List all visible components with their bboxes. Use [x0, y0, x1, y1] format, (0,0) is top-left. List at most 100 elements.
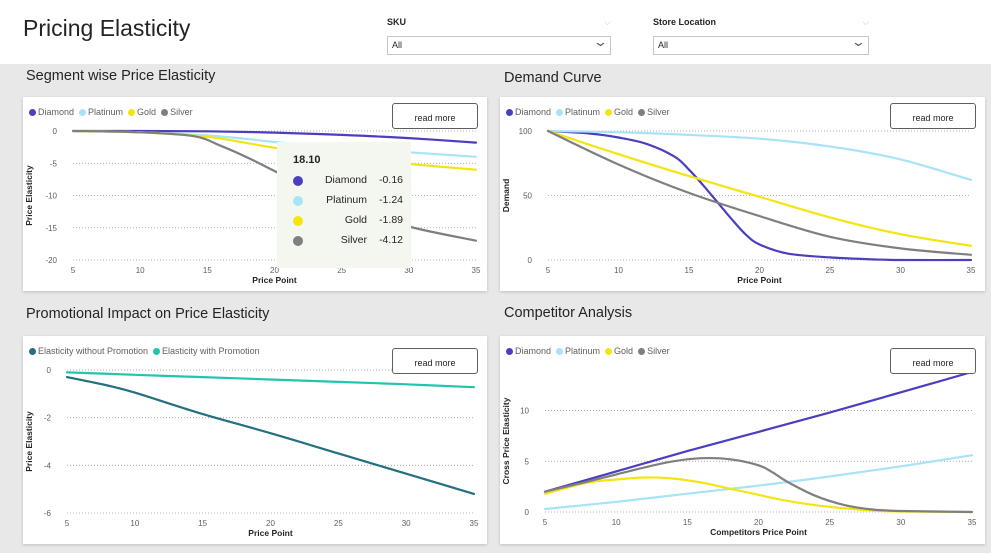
demand-chart-svg: 0 50 100 5 10 15 20 25 30 35 Price Point Demand	[501, 127, 976, 285]
read-more-button[interactable]: read more	[890, 348, 976, 374]
series-line-platinum[interactable]	[546, 129, 973, 182]
x-tick-label: 20	[266, 519, 275, 528]
x-tick-label: 30	[896, 518, 905, 527]
legend-item[interactable]: Silver	[638, 107, 670, 117]
legend-label: Elasticity without Promotion	[38, 346, 149, 356]
x-tick-label: 25	[334, 519, 343, 528]
series-line-gold[interactable]	[546, 129, 973, 247]
legend-label: Gold	[137, 107, 157, 117]
read-more-button[interactable]: read more	[392, 103, 478, 129]
chevron-down-icon[interactable]: ⌄	[592, 34, 609, 49]
promotional-impact-chart[interactable]: 0 -2 -4 -6 5 10 15 20 25 30 35 Price Point Price Ela…	[23, 336, 487, 544]
legend-item[interactable]: Diamond	[29, 107, 74, 117]
legend-label: Silver	[170, 107, 193, 117]
x-tick-label: 20	[270, 266, 279, 275]
tooltip-series-value: -1.24	[379, 194, 403, 206]
legend-label: Platinum	[88, 107, 124, 117]
x-tick-label: 15	[203, 266, 212, 275]
legend-item[interactable]: Platinum	[556, 107, 600, 117]
x-tick-label: 20	[754, 518, 763, 527]
tooltip-series-name: Gold	[344, 214, 367, 226]
x-axis-title: Price Point	[252, 275, 297, 285]
x-tick-label: 30	[404, 266, 413, 275]
series-line-diamond[interactable]	[543, 370, 974, 493]
x-tick-label: 25	[337, 266, 346, 275]
legend-label: Platinum	[565, 107, 601, 117]
sku-slicer[interactable]: SKU ⌵ All ⌄	[387, 17, 611, 55]
x-tick-label: 20	[755, 266, 764, 275]
series-line-platinum[interactable]	[71, 129, 478, 158]
legend-label: Gold	[614, 107, 634, 117]
legend-dot-icon	[29, 347, 36, 355]
segment-chart-title: Segment wise Price Elasticity	[26, 68, 216, 84]
legend-dot-icon	[556, 347, 564, 355]
legend-label: Silver	[647, 346, 670, 356]
legend-dot-icon	[128, 108, 136, 116]
legend-item[interactable]: Platinum	[556, 346, 600, 356]
series-line-gold[interactable]	[543, 476, 974, 514]
tooltip-dot-icon	[293, 236, 303, 246]
x-tick-label: 15	[685, 266, 694, 275]
legend-dot-icon	[153, 347, 161, 355]
tooltip-series-name: Silver	[340, 234, 367, 246]
y-tick-label: 100	[519, 127, 533, 136]
legend-item[interactable]: Gold	[605, 346, 633, 356]
y-tick-label: 0	[528, 256, 533, 265]
legend-item[interactable]: Gold	[128, 107, 156, 117]
legend-item[interactable]: Elasticity without Promotion	[29, 346, 148, 356]
series-line-elasticity-with-promotion[interactable]	[65, 371, 476, 389]
x-axis-title: Competitors Price Point	[710, 527, 807, 537]
series-line-diamond[interactable]	[71, 129, 478, 144]
tooltip-series-name: Platinum	[326, 194, 367, 206]
legend-dot-icon	[638, 347, 646, 355]
chevron-down-icon[interactable]: ⌄	[850, 34, 867, 49]
tooltip-row: Platinum -1.24	[293, 194, 403, 208]
competitor-analysis-chart[interactable]: 0 5 10 5 10 15 20 25 30 35 Competitors Price Point…	[500, 336, 985, 544]
x-axis-title: Price Point	[248, 528, 293, 538]
x-tick-label: 30	[896, 266, 905, 275]
x-tick-label: 5	[546, 266, 551, 275]
tooltip-dot-icon	[293, 196, 303, 206]
demand-curve-chart[interactable]: 0 50 100 5 10 15 20 25 30 35 Price Point Demand Dia…	[500, 97, 985, 291]
series-line-silver[interactable]	[546, 129, 973, 256]
legend-item[interactable]: Diamond	[506, 107, 551, 117]
read-more-button[interactable]: read more	[392, 348, 478, 374]
series-line-platinum[interactable]	[543, 454, 974, 511]
read-more-button[interactable]: read more	[890, 103, 976, 129]
y-tick-label: 50	[523, 192, 532, 201]
series-line-gold[interactable]	[71, 129, 478, 171]
competitor-chart-svg: 0 5 10 5 10 15 20 25 30 35 Competitors Price Point…	[501, 370, 977, 537]
report-header: Pricing Elasticity SKU ⌵ All ⌄ Store Loc…	[0, 0, 991, 64]
series-line-silver[interactable]	[543, 456, 974, 514]
x-tick-label: 35	[968, 518, 977, 527]
store-location-slicer[interactable]: Store Location ⌵ All ⌄	[653, 17, 869, 55]
x-tick-label: 5	[71, 266, 76, 275]
legend-item[interactable]: Diamond	[506, 346, 551, 356]
legend-dot-icon	[638, 108, 646, 116]
series-line-elasticity-without-promotion[interactable]	[65, 376, 476, 495]
tooltip-dot-icon	[293, 176, 303, 186]
x-tick-label: 35	[472, 266, 481, 275]
x-tick-label: 5	[543, 518, 548, 527]
tooltip-series-name: Diamond	[324, 174, 367, 186]
sku-dropdown[interactable]: All ⌄	[387, 34, 611, 55]
legend-dot-icon	[79, 108, 87, 116]
y-axis-title: Cross Price Elasticity	[501, 397, 511, 484]
legend-item[interactable]: Platinum	[79, 107, 123, 117]
y-axis-title: Price Elasticity	[24, 165, 34, 226]
tooltip-row: Silver -4.12	[293, 234, 403, 248]
legend-label: Gold	[614, 346, 634, 356]
legend-item[interactable]: Silver	[638, 346, 670, 356]
legend-dot-icon	[506, 347, 513, 355]
store-location-slicer-label: Store Location	[653, 17, 717, 27]
y-tick-label: -2	[44, 414, 52, 423]
segment-elasticity-chart[interactable]: 0 -5 -10 -15 -20 5 10 15 20 25 30 35 Price Point Pric…	[23, 97, 487, 291]
y-tick-label: -5	[50, 159, 58, 168]
series-line-diamond[interactable]	[546, 129, 973, 262]
sku-dropdown-value: All	[392, 40, 403, 50]
store-location-dropdown[interactable]: All ⌄	[653, 34, 869, 55]
legend-item[interactable]: Gold	[605, 107, 633, 117]
y-axis-title: Price Elasticity	[24, 411, 34, 472]
legend-item[interactable]: Elasticity with Promotion	[153, 346, 260, 356]
legend-item[interactable]: Silver	[161, 107, 193, 117]
